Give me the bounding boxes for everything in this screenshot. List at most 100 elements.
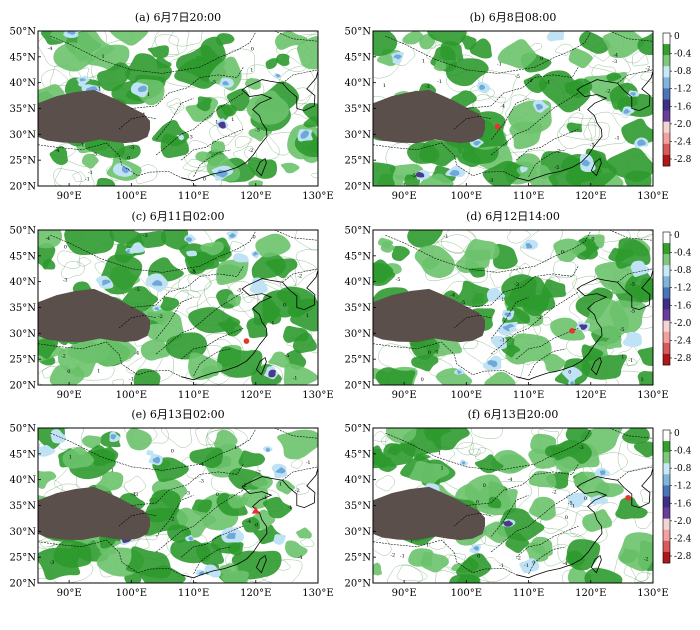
map-panel: 0-5-3-1-4-1-1-1-51-3-2-5-2-3-1-2-3-31-1-…: [345, 11, 692, 202]
x-tick-label: 100°E: [116, 191, 147, 202]
shaded-area-green: [604, 336, 622, 350]
contour-label: -3: [185, 491, 190, 497]
shaded-area-green: [264, 309, 282, 325]
shaded-area-green: [621, 428, 650, 444]
colorbar-label: -2.0: [674, 120, 692, 130]
shaded-area-blue: [570, 381, 575, 385]
colorbar-segment: [663, 551, 670, 564]
x-tick-label: 110°E: [513, 588, 544, 599]
panel-title: (c) 6月11日02:00: [132, 210, 225, 223]
contour-label: 1: [441, 466, 444, 472]
y-tick-label: 50°N: [345, 27, 372, 38]
colorbar-label: -0.4: [674, 447, 692, 457]
contour-label: 0: [584, 496, 587, 502]
province-border: [490, 97, 529, 140]
province-border: [490, 296, 529, 339]
y-tick-label: 20°N: [345, 381, 372, 392]
x-tick-label: 130°E: [637, 588, 668, 599]
shaded-area-green: [62, 447, 95, 469]
shaded-area-blue: [275, 73, 281, 78]
contour-label: -5: [460, 300, 465, 306]
island-taiwan: [590, 554, 602, 574]
shaded-area-blue: [393, 54, 402, 60]
contour-line: [241, 293, 256, 303]
shaded-area-lightblue: [546, 31, 565, 42]
contour-label: -4: [508, 477, 513, 483]
shaded-area-green: [522, 293, 550, 317]
contour-label: 0: [561, 249, 564, 255]
shaded-area-green: [407, 230, 444, 248]
colorbar-segment: [663, 55, 670, 67]
contour-label: -4: [55, 148, 60, 154]
shaded-area-blue: [137, 85, 147, 93]
shaded-area-green: [216, 104, 234, 121]
contour-line: [41, 69, 68, 91]
shaded-area-green: [375, 367, 416, 385]
shaded-area-blue: [152, 456, 161, 464]
province-border: [38, 341, 182, 377]
province-border: [155, 296, 194, 339]
province-border: [617, 466, 653, 481]
shaded-area-green: [456, 553, 492, 580]
coastline: [516, 70, 653, 182]
contour-line: [468, 448, 481, 457]
shaded-area-green: [38, 230, 63, 249]
shaded-area-green: [391, 245, 410, 262]
contour-line: [295, 483, 310, 495]
contour-label: -2: [297, 274, 302, 280]
y-tick-label: 45°N: [345, 449, 372, 460]
shaded-area-green: [265, 258, 298, 279]
shaded-area-blue: [479, 84, 485, 90]
shaded-area-purple: [218, 121, 226, 129]
shaded-area-green: [487, 496, 502, 509]
y-tick-label: 35°N: [10, 501, 37, 512]
contour-label: -1: [615, 135, 620, 141]
contour-line: [77, 257, 92, 267]
shaded-area-green: [637, 32, 653, 56]
shaded-area-green: [287, 302, 309, 318]
y-tick-label: 30°N: [345, 527, 372, 538]
province-border: [453, 116, 492, 130]
contour-line: [123, 475, 146, 494]
contour-label: -2: [646, 66, 651, 72]
province-border: [193, 546, 231, 574]
contour-line: [507, 230, 531, 244]
shaded-area-blue: [473, 545, 479, 551]
shaded-area-green: [297, 36, 318, 70]
shaded-area-green: [445, 58, 489, 87]
y-tick-label: 25°N: [10, 355, 37, 366]
shaded-area-green: [579, 31, 611, 54]
y-tick-label: 20°N: [10, 182, 37, 193]
contour-line: [188, 169, 223, 186]
shaded-area-green: [418, 173, 454, 186]
shaded-area-blue: [300, 130, 310, 139]
y-tick-label: 35°N: [10, 303, 37, 314]
shaded-area-green: [90, 450, 116, 467]
contour-label: 0: [64, 244, 67, 250]
shaded-area-lightblue: [232, 252, 249, 263]
province-border: [180, 525, 244, 558]
contour-label: -2: [256, 470, 261, 476]
shaded-area-blue: [457, 370, 462, 375]
contour-label: -2: [248, 148, 253, 154]
contour-label: -4: [48, 46, 53, 52]
contour-label: 1: [215, 120, 218, 126]
province-border: [528, 546, 566, 574]
province-border: [156, 92, 244, 156]
contour-label: -1: [628, 358, 633, 364]
contour-line: [161, 428, 193, 448]
contour-label: 0: [532, 560, 535, 566]
province-border: [50, 31, 257, 74]
contour-label: 0: [591, 237, 594, 243]
contour-label: -3: [143, 233, 148, 239]
colorbar-segment: [663, 88, 670, 100]
colorbar-segment: [663, 287, 670, 299]
y-tick-label: 50°N: [10, 226, 37, 237]
shaded-area-blue: [154, 306, 159, 311]
contour-label: 0: [565, 515, 568, 521]
colorbar-label: -1.6: [674, 102, 692, 112]
colorbar: 0 -0.4 -0.8 -1.2 -1.6 -2.0 -2.4 -2.8: [662, 429, 692, 564]
shaded-area-green: [618, 532, 653, 572]
